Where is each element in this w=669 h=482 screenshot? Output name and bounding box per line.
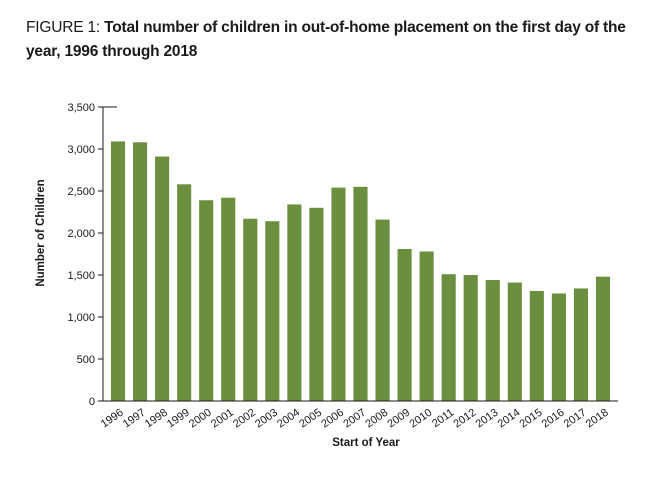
bar-1996 (110, 141, 126, 401)
x-tick-label: 2017 (562, 407, 589, 431)
x-tick-label: 2006 (319, 407, 346, 431)
bar-2015 (529, 290, 544, 401)
x-tick-label: 2010 (407, 407, 434, 431)
x-tick-label: 2013 (474, 407, 501, 431)
x-tick-label: 2000 (187, 407, 214, 431)
bar-2006 (331, 187, 346, 401)
x-tick-label: 2004 (275, 407, 302, 431)
y-tick-label: 3,500 (67, 102, 95, 114)
figure-title: Total number of children in out-of-home … (26, 19, 626, 60)
x-tick-label: 1996 (99, 407, 126, 431)
bar-2005 (309, 207, 324, 401)
y-tick-label: 500 (77, 354, 95, 366)
x-tick-label: 2014 (496, 407, 523, 431)
bars (110, 141, 611, 401)
bar-2001 (221, 197, 236, 401)
x-axis-title: Start of Year (332, 437, 400, 449)
x-tick-label: 2008 (363, 407, 390, 431)
y-axis-title: Number of Children (35, 179, 47, 286)
y-tick-label: 3,000 (67, 144, 95, 156)
bar-2013 (485, 280, 500, 401)
bar-1998 (155, 156, 170, 401)
x-tick-label: 2005 (297, 407, 324, 431)
bar-2004 (287, 204, 302, 401)
bar-1997 (133, 142, 148, 401)
y-tick-label: 1,500 (67, 270, 95, 282)
x-tick-label: 2009 (385, 407, 412, 431)
x-tick-label: 1997 (121, 407, 148, 431)
bar-2000 (199, 200, 214, 401)
y-axis: 0 500 1,000 1,500 2,000 2,500 3,000 3,500 (67, 102, 117, 408)
bar-2010 (419, 251, 434, 401)
figure-label: FIGURE 1: (26, 19, 100, 36)
chart-title: FIGURE 1: Total number of children in ou… (26, 16, 656, 64)
bar-2016 (551, 293, 566, 401)
x-tick-label: 2007 (341, 407, 368, 431)
x-tick-label: 2003 (253, 407, 280, 431)
x-tick-label: 2016 (540, 407, 567, 431)
bar-2011 (441, 274, 456, 401)
y-tick-label: 2,000 (67, 228, 95, 240)
bar-2018 (595, 276, 611, 401)
bar-2012 (463, 275, 478, 401)
x-tick-label: 1998 (143, 407, 170, 431)
y-tick-label: 0 (89, 396, 95, 408)
x-axis: 1996199719981999200020012002200320042005… (99, 400, 618, 431)
bar-2002 (243, 218, 258, 401)
bar-2014 (507, 282, 522, 401)
y-tick-label: 2,500 (67, 186, 95, 198)
bar-2009 (397, 248, 412, 401)
bar-2007 (353, 186, 368, 401)
bar-2008 (375, 219, 390, 401)
bar-2003 (265, 221, 280, 401)
bar-1999 (177, 184, 192, 401)
bar-2017 (573, 288, 588, 401)
x-tick-label: 2001 (209, 407, 236, 431)
x-tick-label: 2012 (452, 407, 479, 431)
x-tick-label: 2002 (231, 407, 258, 431)
x-tick-label: 2015 (518, 407, 545, 431)
y-tick-label: 1,000 (67, 312, 95, 324)
x-tick-label: 1999 (165, 407, 192, 431)
x-tick-label: 2011 (430, 407, 456, 430)
x-tick-label: 2018 (584, 407, 611, 431)
